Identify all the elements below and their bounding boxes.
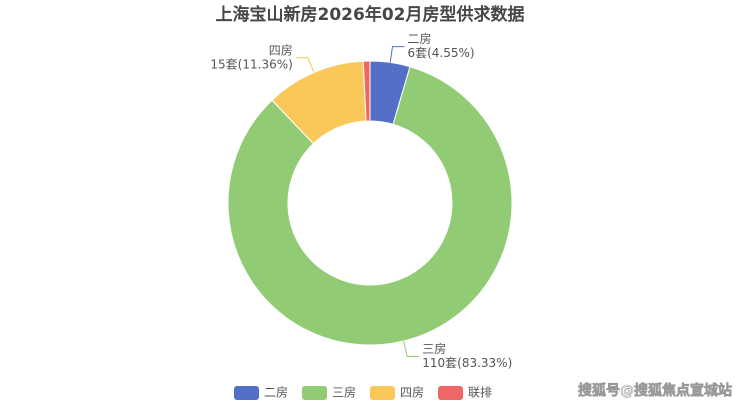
chart-title: 上海宝山新房2026年02月房型供求数据 xyxy=(216,4,525,25)
label-value: 110套(83.33%) xyxy=(422,356,512,370)
label-line xyxy=(402,340,420,358)
watermark: 搜狐号@搜狐焦点宣城站 xyxy=(578,382,732,399)
legend-swatch xyxy=(370,386,395,400)
label-name: 四房 xyxy=(269,42,293,57)
legend-swatch xyxy=(234,386,259,400)
label-name: 二房 xyxy=(407,31,431,46)
legend-swatch xyxy=(438,386,463,400)
slice xyxy=(227,66,513,346)
label-line xyxy=(295,57,315,73)
legend-label: 四房 xyxy=(400,385,424,400)
legend-swatch xyxy=(302,386,327,400)
label-value: 6套(4.55%) xyxy=(407,46,474,60)
legend-label: 二房 xyxy=(264,385,288,400)
label-line xyxy=(389,46,405,63)
label-value: 15套(11.36%) xyxy=(210,57,292,71)
legend-label: 联排 xyxy=(468,386,492,400)
label-name: 三房 xyxy=(422,341,446,356)
slice xyxy=(362,60,371,122)
legend-label: 三房 xyxy=(332,385,356,400)
